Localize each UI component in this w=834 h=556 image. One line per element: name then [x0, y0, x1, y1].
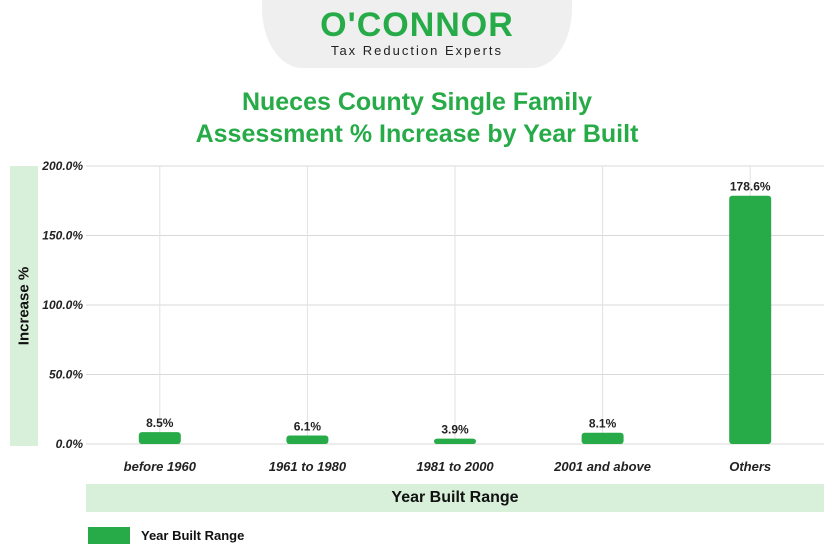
- x-tick-label: Others: [729, 459, 771, 474]
- y-tick-label: 0.0%: [56, 437, 84, 451]
- x-tick-label: 1961 to 1980: [269, 459, 347, 474]
- data-label: 178.6%: [730, 180, 771, 194]
- chart-title: Nueces County Single Family Assessment %…: [0, 86, 834, 150]
- data-label: 3.9%: [441, 423, 469, 437]
- x-tick-label: 1981 to 2000: [416, 459, 494, 474]
- chart-title-line-2: Assessment % Increase by Year Built: [195, 120, 639, 148]
- bar: [434, 438, 476, 444]
- logo-wordmark: O'CONNOR: [320, 6, 514, 44]
- data-label: 8.1%: [589, 417, 617, 431]
- y-tick-label: 150.0%: [42, 229, 83, 243]
- legend-swatch: [88, 527, 130, 544]
- x-tick-label: before 1960: [124, 459, 197, 474]
- x-axis-label-band: [86, 484, 824, 512]
- bar: [581, 432, 624, 444]
- y-axis-label-band: [10, 166, 38, 446]
- logo-tagline: Tax Reduction Experts: [330, 43, 504, 58]
- y-tick-label: 200.0%: [41, 159, 83, 173]
- y-tick-label: 100.0%: [42, 298, 83, 312]
- data-label: 6.1%: [294, 420, 322, 434]
- bar: [286, 435, 329, 444]
- logo-background: [262, 0, 572, 68]
- bar: [138, 432, 181, 444]
- y-tick-label: 50.0%: [49, 368, 83, 382]
- x-axis-label: Year Built Range: [391, 489, 519, 506]
- legend-label: Year Built Range: [141, 528, 245, 543]
- x-tick-label: 2001 and above: [553, 459, 651, 474]
- chart-title-line-1: Nueces County Single Family: [241, 88, 593, 116]
- data-label: 8.5%: [146, 416, 174, 430]
- bar: [729, 195, 772, 444]
